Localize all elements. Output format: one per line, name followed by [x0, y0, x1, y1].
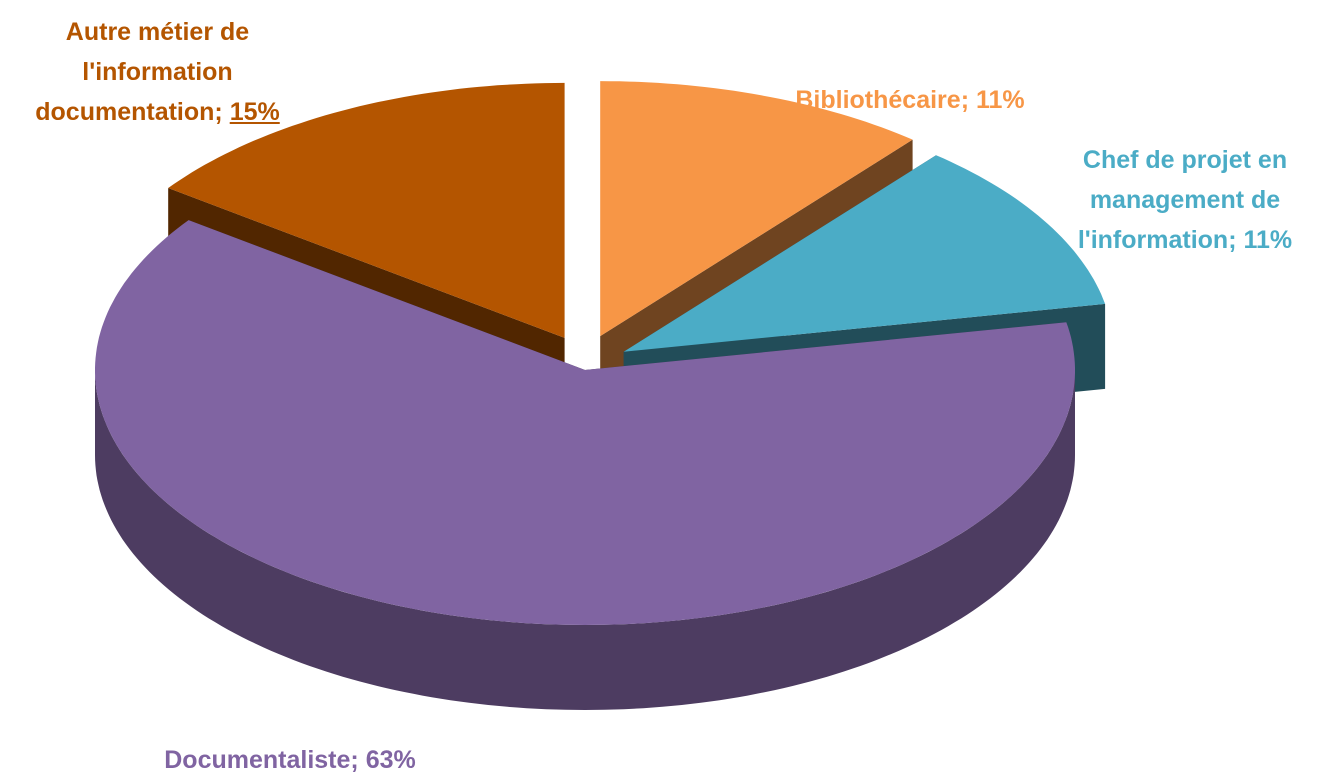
- data-label-part: Bibliothécaire: [795, 86, 961, 114]
- slice-top: [168, 82, 565, 338]
- data-label-part: 63%: [365, 746, 416, 774]
- data-label-part: 15%: [229, 98, 280, 126]
- data-label: Autre métier de l'information documentat…: [5, 12, 310, 132]
- data-label-part: ;: [350, 746, 366, 774]
- slice-top: [95, 220, 1075, 625]
- data-label-part: 11%: [1243, 226, 1293, 254]
- data-label-part: Documentaliste: [164, 746, 351, 774]
- data-label-part: ;: [960, 86, 976, 114]
- data-label: Bibliothécaire; 11%: [760, 80, 1060, 120]
- data-label-part: 11%: [975, 86, 1025, 114]
- data-label: Documentaliste; 63%: [80, 740, 500, 780]
- slice-side: [95, 370, 1075, 710]
- slice-top: [600, 81, 913, 337]
- data-label-part: Autre métier de l'information documentat…: [35, 18, 250, 126]
- data-label: Chef de projet en management de l'inform…: [1045, 140, 1325, 260]
- data-label-part: ;: [1228, 226, 1244, 254]
- data-label-part: Chef de projet en management de l'inform…: [1077, 146, 1288, 254]
- data-label-part: ;: [214, 98, 230, 126]
- slice-top: [623, 155, 1106, 352]
- pie-slice: [95, 220, 1075, 710]
